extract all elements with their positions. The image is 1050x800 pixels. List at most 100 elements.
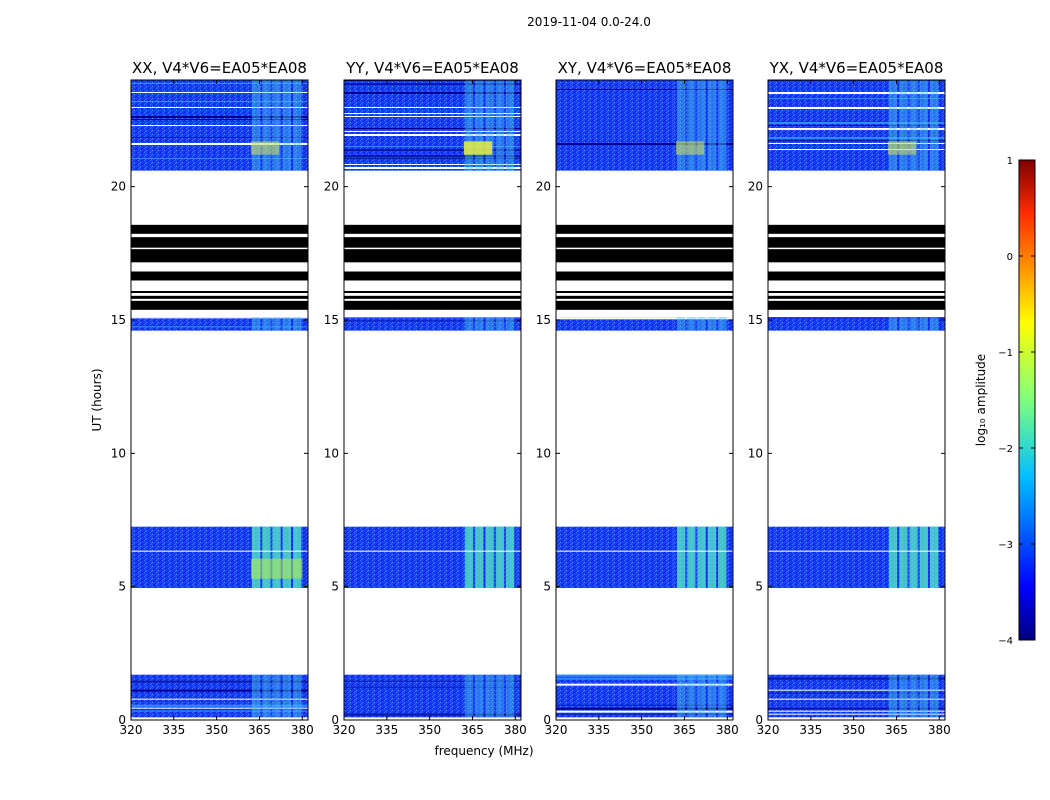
flag-gap (556, 550, 733, 552)
flagged-row (131, 300, 308, 310)
flagged-row (768, 291, 945, 293)
time-row (768, 137, 945, 139)
rfi-channel (697, 674, 706, 718)
data-segment (344, 526, 521, 588)
x-tick-label: 365 (885, 723, 908, 737)
plot-frame (130, 79, 309, 721)
rfi-channel (697, 526, 706, 588)
rfi-channel (506, 674, 515, 718)
flagged-row (556, 271, 733, 281)
y-tick-label: 10 (324, 446, 339, 460)
y-tick-label: 20 (748, 180, 763, 194)
rfi-channel (707, 80, 717, 171)
flagged-row (556, 300, 733, 310)
data-segment (768, 674, 945, 718)
flagged-row (768, 271, 945, 275)
rfi-channel (495, 526, 505, 588)
time-row (131, 680, 308, 683)
rfi-channel (909, 317, 918, 331)
rfi-channel (475, 80, 484, 171)
rfi-channel (718, 80, 727, 171)
time-row (768, 149, 945, 150)
panel-title: XX, V4*V6=EA05*EA08 (132, 59, 307, 77)
time-row (344, 167, 521, 169)
colorbar-tick-label: 1 (1007, 156, 1013, 167)
time-row (131, 101, 308, 102)
time-row (768, 92, 945, 94)
time-row (131, 158, 308, 159)
flagged-row (768, 237, 945, 241)
y-tick-label: 5 (331, 580, 339, 594)
rfi-channel (919, 674, 929, 718)
rfi-channel (718, 674, 727, 718)
time-row (768, 98, 945, 99)
rfi-channel (687, 526, 696, 588)
rfi-channel (888, 80, 898, 171)
time-row (768, 140, 945, 141)
flagged-row (344, 251, 521, 261)
rfi-channel (909, 80, 918, 171)
x-tick-label: 350 (842, 723, 865, 737)
x-tick-label: 380 (716, 723, 739, 737)
time-row (768, 143, 945, 144)
x-tick-label: 335 (162, 723, 185, 737)
x-tick-label: 320 (120, 723, 143, 737)
colorbar-label: log₁₀ amplitude (974, 354, 988, 446)
time-row (556, 707, 733, 710)
rfi-channel (251, 317, 261, 331)
colorbar-tick-label: −2 (998, 444, 1013, 455)
time-row (344, 149, 521, 151)
time-row (344, 713, 521, 716)
y-tick-label: 5 (755, 580, 763, 594)
x-axis-label: frequency (MHz) (434, 744, 533, 758)
rfi-channel (485, 674, 494, 718)
x-tick-label: 350 (205, 723, 228, 737)
rfi-channel (282, 317, 292, 331)
rfi-channel (485, 317, 494, 331)
time-row (131, 317, 308, 319)
rfi-hotspot (887, 141, 917, 155)
panel-xx: XX, V4*V6=EA05*EA08 320 335 350 365 380 0 5 10 15… (111, 59, 314, 737)
plot-frame (767, 79, 946, 721)
flagged-row (556, 249, 733, 253)
rfi-channel (282, 526, 292, 588)
data-segment (131, 317, 308, 331)
flag-gap (768, 550, 945, 552)
plot-frame (343, 79, 522, 721)
rfi-channel (899, 80, 908, 171)
data-segment (131, 526, 308, 588)
rfi-channel (262, 674, 271, 718)
time-row (768, 317, 945, 319)
time-row (131, 137, 308, 138)
rfi-channel (919, 80, 929, 171)
x-tick-label: 335 (587, 723, 610, 737)
y-tick-label: 0 (331, 713, 339, 727)
x-tick-label: 380 (928, 723, 951, 737)
rfi-channel (919, 317, 929, 331)
colorbar-tick-label: 0 (1007, 252, 1013, 263)
rfi-channel (475, 674, 484, 718)
time-row (131, 116, 308, 118)
rfi-hotspot (250, 558, 303, 579)
flagged-row (556, 291, 733, 293)
rfi-channel (888, 674, 898, 718)
time-row (768, 707, 945, 710)
flagged-row (344, 237, 521, 241)
flagged-row (131, 260, 308, 263)
y-tick-label: 20 (324, 180, 339, 194)
flagged-row (768, 249, 945, 253)
rfi-channel (697, 317, 706, 331)
time-row (556, 674, 733, 677)
time-row (131, 689, 308, 692)
y-tick-label: 0 (543, 713, 551, 727)
rfi-channel (697, 80, 706, 171)
rfi-channel (718, 526, 727, 588)
time-row (131, 92, 308, 93)
time-row (131, 698, 308, 700)
flagged-row (344, 224, 521, 234)
rfi-channel (930, 80, 939, 171)
y-tick-label: 0 (755, 713, 763, 727)
rfi-channel (506, 317, 515, 331)
rfi-channel (707, 674, 717, 718)
time-row (344, 158, 521, 159)
